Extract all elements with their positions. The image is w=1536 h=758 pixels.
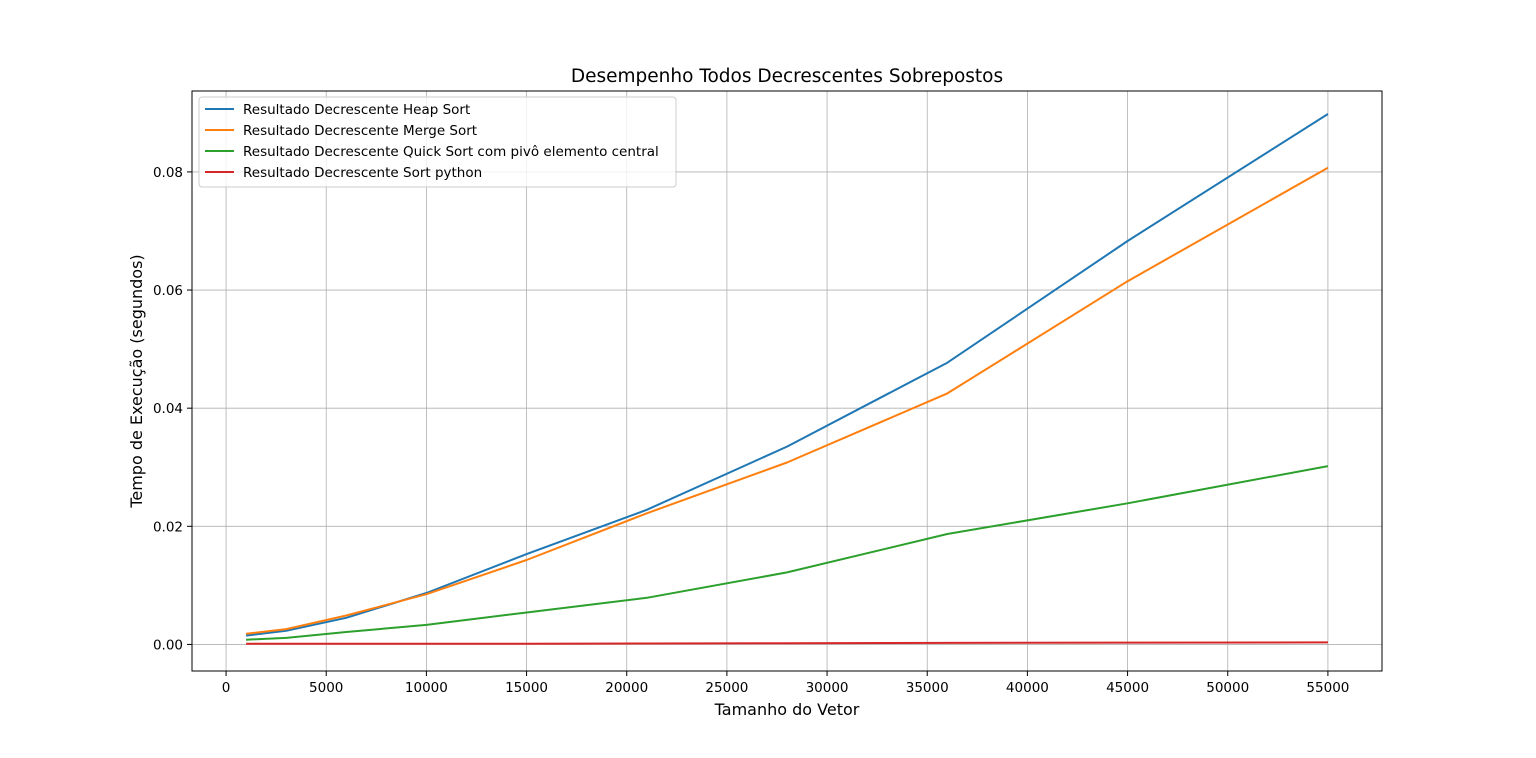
- y-tick-label: 0.00: [153, 637, 183, 653]
- legend-label: Resultado Decrescente Quick Sort com piv…: [243, 144, 659, 160]
- x-tick-label: 45000: [1106, 680, 1149, 696]
- x-tick-label: 40000: [1006, 680, 1049, 696]
- y-tick-label: 0.02: [153, 519, 183, 535]
- y-axis-title: Tempo de Execução (segundos): [127, 254, 146, 508]
- series-lines: [245, 113, 1329, 645]
- x-tick-label: 20000: [605, 680, 648, 696]
- x-tick-label: 35000: [906, 680, 949, 696]
- axis-ticks: 0 5000 10000 15000 20000 25000 30000 35000 40000…: [153, 165, 1349, 696]
- series-line-1: [245, 113, 1329, 637]
- x-tick-label: 5000: [309, 680, 343, 696]
- y-tick-label: 0.06: [153, 283, 183, 299]
- series-line-4: [246, 641, 1328, 645]
- x-tick-label: 30000: [806, 680, 849, 696]
- x-tick-label: 10000: [405, 680, 448, 696]
- legend: Resultado Decrescente Heap Sort Resultado…: [198, 96, 677, 188]
- y-tick-label: 0.08: [153, 165, 183, 181]
- legend-label: Resultado Decrescente Heap Sort: [243, 102, 470, 118]
- x-tick-label: 25000: [705, 680, 748, 696]
- x-tick-label: 0: [222, 680, 231, 696]
- legend-label: Resultado Decrescente Merge Sort: [243, 123, 477, 139]
- x-tick-label: 15000: [505, 680, 548, 696]
- series-line-2: [245, 166, 1329, 635]
- plot-frame: [191, 90, 1383, 672]
- grid-lines: [192, 91, 1382, 671]
- x-tick-label: 55000: [1306, 680, 1349, 696]
- chart-title: Desempenho Todos Decrescentes Sobreposto…: [571, 66, 1003, 87]
- x-tick-label: 50000: [1206, 680, 1249, 696]
- legend-label: Resultado Decrescente Sort python: [243, 165, 482, 181]
- y-tick-label: 0.04: [153, 401, 183, 417]
- legend-box: [198, 96, 677, 188]
- series-line-3: [246, 465, 1329, 641]
- x-axis-title: Tamanho do Vetor: [714, 700, 860, 719]
